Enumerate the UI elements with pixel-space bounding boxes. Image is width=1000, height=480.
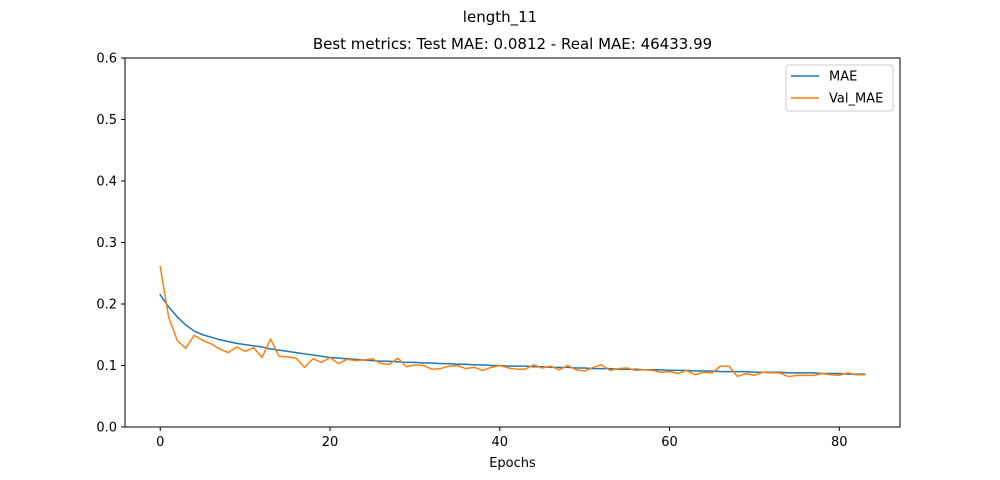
x-tick-label: 60	[661, 435, 678, 450]
y-tick-label: 0.4	[96, 175, 117, 190]
y-tick-label: 0.1	[96, 359, 117, 374]
y-tick-label: 0.6	[96, 52, 117, 67]
x-tick-label: 40	[491, 435, 508, 450]
y-axis: 0.0 0.1 0.2 0.3 0.4 0.5 0.6	[96, 52, 125, 436]
plot-lines	[159, 265, 866, 378]
chart-title: Best metrics: Test MAE: 0.0812 - Real MA…	[313, 35, 712, 53]
series-line-val-mae	[159, 265, 866, 378]
legend-label-mae: MAE	[829, 70, 857, 85]
y-tick-label: 0.0	[96, 421, 117, 436]
legend-label-val-mae: Val_MAE	[829, 92, 883, 107]
y-tick-label: 0.3	[96, 236, 117, 251]
x-tick-label: 80	[831, 435, 848, 450]
x-tick-label: 20	[322, 435, 339, 450]
x-tick-label: 0	[156, 435, 164, 450]
y-tick-label: 0.5	[96, 113, 117, 128]
x-axis: 0 20 40 60 80	[156, 427, 848, 450]
legend: MAE Val_MAE	[785, 64, 894, 112]
plot-frame	[124, 57, 901, 428]
chart-suptitle: length_11	[463, 8, 537, 27]
y-tick-label: 0.2	[96, 298, 117, 313]
x-axis-label: Epochs	[489, 456, 536, 471]
series-line-mae	[159, 293, 866, 375]
